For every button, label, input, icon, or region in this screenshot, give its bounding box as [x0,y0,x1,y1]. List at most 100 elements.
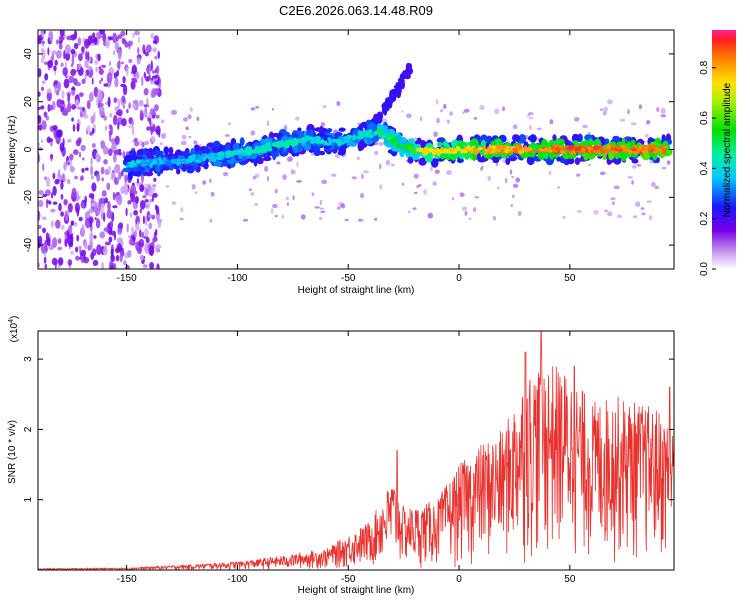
spectrogram-trace-blob [220,155,224,159]
spectrogram-scatter-blob [90,165,94,176]
spectrogram-trace-blob [163,146,169,155]
spectrogram-scatter-blob [209,219,213,223]
spectrogram-trace-blob [129,162,137,166]
spectrogram-trace-blob [487,147,493,152]
spectrogram-scatter-blob [562,215,566,220]
spectrogram-scatter-blob [145,76,150,82]
spectrogram-scatter-blob [46,91,52,102]
spectrogram-scatter-blob [102,247,108,256]
spectrogram-scatter-blob [57,238,62,245]
spectrogram-scatter-blob [194,191,198,194]
spectrogram-scatter-blob [272,203,278,209]
spectrogram-scatter-blob [433,132,437,137]
spectrogram-scatter-blob [145,44,152,53]
spectrogram-scatter-blob [646,119,651,125]
spectrogram-scatter-blob [502,106,505,112]
spectrogram-scatter-blob [321,179,328,184]
spectrogram-scatter-blob [45,115,49,121]
spectrogram-trace-blob [144,171,154,177]
spectrogram-scatter-blob [420,116,423,122]
spectrogram-scatter-blob [361,173,364,180]
spectrogram-trace-blob [313,148,321,157]
spectrogram-scatter-blob [114,42,120,51]
spectrogram-scatter-blob [616,214,623,219]
spectrogram-scatter-blob [73,149,79,156]
spectrogram-scatter-blob [599,108,604,112]
spectrogram-scatter-blob [635,201,641,207]
spectrogram-trace-blob [154,149,161,157]
spectrogram-x-label: Height of straight line (km) [298,285,415,296]
spectrogram-trace-blob [186,168,194,174]
spectrogram-scatter-blob [155,114,160,119]
spectrogram-trace-blob [600,149,607,154]
spectrogram-scatter-blob [449,111,453,116]
spectrogram-trace-blob [385,136,391,141]
spectrogram-scatter-blob [187,114,192,120]
spectrogram-scatter-blob [536,127,542,131]
spectrogram-trace-blob [471,145,476,149]
spectrogram-y-label: Frequency (Hz) [7,116,18,185]
spectrogram-trace-blob [326,128,333,133]
spectrogram-trace-blob [192,153,196,160]
spectrogram-scatter-blob [110,124,113,136]
spectrogram-y-tick-label: 40 [23,48,34,60]
spectrogram-scatter-blob [86,100,91,110]
spectrogram-trace-blob [303,136,309,141]
spectrogram-marks [38,30,673,269]
spectrogram-scatter-blob [573,117,580,122]
spectrogram-trace-blob [527,135,537,141]
spectrogram-trace-blob [261,146,269,150]
spectrogram-scatter-blob [83,114,89,119]
spectrogram-scatter-blob [84,71,87,81]
spectrogram-trace-blob [504,148,510,154]
spectrogram-trace-blob [492,157,500,164]
spectrogram-scatter-blob [70,48,76,55]
spectrogram-x-tick-label: -100 [227,273,247,284]
spectrogram-scatter-blob [334,153,340,159]
spectrogram-scatter-blob [60,105,64,113]
spectrogram-scatter-blob [142,264,148,268]
spectrogram-scatter-blob [49,138,53,143]
spectrogram-trace-blob [443,148,448,154]
spectrogram-scatter-blob [126,108,129,114]
spectrogram-scatter-blob [80,175,84,181]
spectrogram-trace-blob [631,158,639,164]
spectrogram-scatter-blob [54,84,57,94]
spectrogram-scatter-blob [131,226,134,236]
spectrogram-trace-blob [353,127,359,137]
spectrogram-trace-blob [623,145,628,151]
spectrogram-scatter-blob [141,141,145,148]
spectrogram-scatter-blob [576,173,581,177]
spectrogram-scatter-blob [472,207,477,213]
spectrogram-scatter-blob [149,118,152,126]
spectrogram-scatter-blob [63,199,68,206]
spectrogram-scatter-blob [54,178,60,185]
spectrogram-scatter-blob [84,38,90,49]
spectrogram-scatter-blob [504,178,508,184]
spectrogram-trace-blob [627,149,633,153]
spectrogram-scatter-blob [38,142,41,147]
spectrogram-scatter-blob [68,225,73,234]
spectrogram-scatter-blob [224,134,230,137]
spectrogram-scatter-blob [603,106,609,112]
spectrogram-scatter-blob [45,176,51,188]
spectrogram-scatter-blob [180,140,187,146]
spectrogram-scatter-blob [537,137,540,143]
spectrogram-scatter-blob [155,244,160,254]
spectrogram-scatter-blob [651,181,656,187]
spectrogram-trace-blob [335,138,341,144]
spectrogram-scatter-blob [152,40,157,44]
spectrogram-scatter-blob [311,192,315,197]
spectrogram-trace-blob [613,155,622,165]
spectrogram-trace-blob [549,150,555,160]
spectrogram-scatter-blob [627,109,630,115]
spectrogram-scatter-blob [344,218,350,222]
spectrogram-scatter-blob [144,52,149,57]
spectrogram-scatter-blob [115,111,121,116]
spectrogram-scatter-blob [602,171,606,175]
spectrogram-trace-blob [604,149,610,155]
spectrogram-trace-blob [188,155,194,159]
spectrogram-scatter-blob [112,191,116,201]
spectrogram-scatter-blob [210,191,215,197]
spectrogram-scatter-blob [98,198,105,202]
